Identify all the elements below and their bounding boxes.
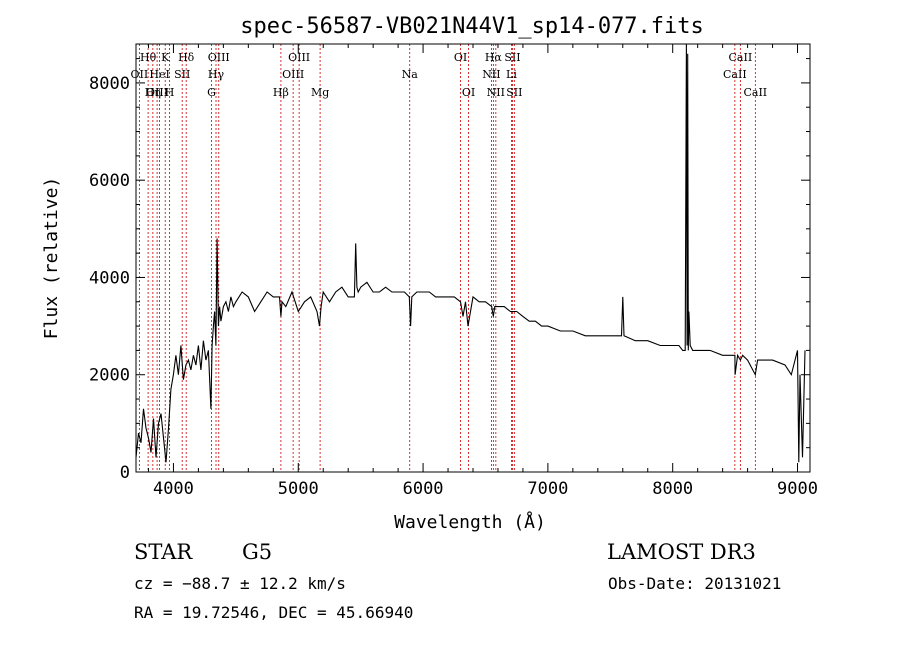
line-label-17: OI	[454, 51, 467, 64]
line-label-23: Li	[506, 68, 517, 81]
line-label-10: Hγ	[208, 68, 225, 81]
observation-date: Obs-Date: 20131021	[608, 574, 782, 593]
y-tick-label: 4000	[89, 268, 130, 288]
x-tick-label: 9000	[777, 479, 818, 499]
line-label-4: Hη	[145, 86, 161, 99]
line-label-14: OIII	[282, 68, 304, 81]
y-tick-label: 2000	[89, 366, 130, 386]
line-label-13: OIII	[288, 51, 310, 64]
line-label-6: H	[165, 86, 175, 99]
x-tick-label: 6000	[403, 479, 444, 499]
redshift-cz: cz = −88.7 ± 12.2 km/s	[134, 574, 346, 593]
x-tick-label: 5000	[278, 479, 319, 499]
line-label-22: SII	[504, 51, 520, 64]
line-label-21: NII	[487, 86, 505, 99]
x-tick-label: 7000	[527, 479, 568, 499]
line-label-19: Hα	[485, 51, 503, 64]
line-label-0: Hθ	[140, 51, 157, 64]
line-label-16: Na	[402, 68, 419, 81]
line-label-3: HeI	[149, 68, 169, 81]
object-subclass: G5	[242, 540, 273, 564]
object-class: STAR	[134, 540, 193, 564]
spectrum-series-line	[135, 43, 806, 463]
y-axis-label: Flux (relative)	[41, 177, 62, 340]
y-tick-label: 8000	[89, 74, 130, 94]
line-label-11: G	[207, 86, 216, 99]
survey-name: LAMOST DR3	[607, 540, 756, 564]
line-label-1: OII	[131, 68, 149, 81]
spectral-line-markers	[138, 44, 756, 472]
x-axis-label: Wavelength (Å)	[394, 511, 546, 533]
x-axis-ticks: 4000 5000 6000 7000 8000 9000	[147, 44, 818, 499]
line-label-15: Mg	[311, 86, 329, 99]
line-label-24: SII	[506, 86, 522, 99]
x-tick-label: 4000	[153, 479, 194, 499]
x-tick-label: 8000	[652, 479, 693, 499]
line-label-18: OI	[462, 86, 475, 99]
line-label-25: CaII	[729, 51, 753, 64]
chart-title: spec-56587-VB021N44V1_sp14-077.fits	[240, 14, 704, 39]
line-label-8: Hδ	[178, 51, 195, 64]
y-tick-label: 6000	[89, 171, 130, 191]
line-label-5: K	[161, 51, 170, 64]
line-label-7: SII	[174, 68, 190, 81]
y-tick-label: 0	[120, 463, 130, 483]
y-axis-ticks: 0 2000 4000 6000 8000	[89, 58, 810, 483]
plot-frame	[135, 43, 811, 473]
line-label-26: CaII	[723, 68, 747, 81]
coordinates: RA = 19.72546, DEC = 45.66940	[134, 603, 414, 622]
line-label-20: NII	[482, 68, 500, 81]
line-label-9: OIII	[208, 51, 230, 64]
line-label-2: OIII	[146, 86, 168, 99]
line-label-27: CaII	[743, 86, 767, 99]
spectral-line-labels: Hθ OII OIII HeI Hη K H SII Hδ OIII Hγ G Hβ OIII OIII Mg…	[131, 51, 768, 99]
line-label-12: Hβ	[273, 86, 289, 99]
